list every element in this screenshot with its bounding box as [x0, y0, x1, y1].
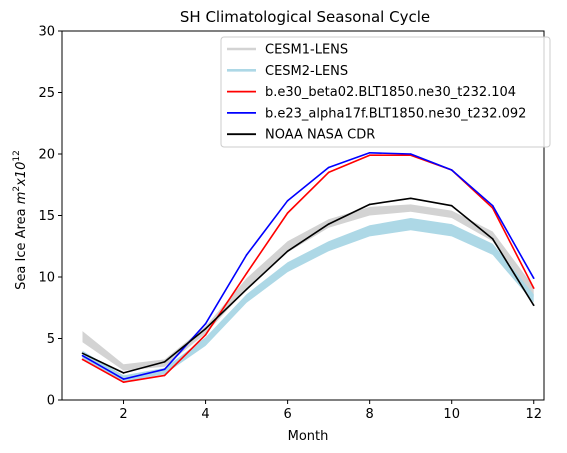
legend-label-b-e23-alpha17f-blt1850-ne30-t232-092: b.e23_alpha17f.BLT1850.ne30_t232.092 — [265, 106, 526, 121]
y-tick-label: 15 — [38, 209, 55, 224]
legend-label-noaa-nasa-cdr: NOAA NASA CDR — [265, 128, 375, 143]
chart-title: SH Climatological Seasonal Cycle — [180, 8, 430, 26]
data-point — [122, 378, 125, 380]
legend-box — [220, 36, 551, 148]
data-point — [327, 223, 330, 225]
series-line-b-e23-alpha17f-blt1850-ne30-t232-092 — [82, 152, 535, 380]
data-point — [81, 358, 84, 361]
data-point — [204, 334, 207, 336]
series-line-noaa-nasa-cdr — [82, 197, 535, 374]
data-point — [204, 327, 207, 330]
y-tick-label: 5 — [47, 332, 55, 347]
data-point — [368, 151, 371, 154]
legend-label-b-e30-beta02-blt1850-ne30-t232-104: b.e30_beta02.BLT1850.ne30_t232.104 — [265, 85, 516, 100]
y-tick-label: 0 — [47, 394, 55, 409]
x-tick-label: 2 — [119, 407, 127, 422]
data-point — [491, 238, 494, 240]
plot-area — [81, 151, 535, 384]
y-tick-label: 10 — [38, 271, 55, 286]
data-point — [245, 254, 248, 256]
data-point — [368, 154, 371, 157]
data-point — [163, 374, 166, 377]
data-point — [81, 354, 84, 357]
x-tick-label: 12 — [525, 407, 542, 422]
data-point — [491, 204, 494, 207]
data-point — [327, 166, 330, 169]
legend-label-cesm2-lens: CESM2-LENS — [265, 64, 348, 79]
series-lines — [81, 151, 535, 384]
data-point — [81, 352, 84, 355]
data-point — [286, 250, 289, 252]
data-point — [368, 203, 371, 206]
data-point — [163, 368, 166, 371]
data-point — [122, 372, 125, 374]
y-tick-label: 30 — [38, 25, 55, 40]
x-axis-label: Month — [288, 429, 329, 444]
data-point — [327, 171, 330, 174]
x-tick-label: 6 — [283, 407, 291, 422]
data-point — [532, 277, 535, 280]
y-tick-label: 25 — [38, 86, 55, 101]
x-tick-label: 8 — [366, 407, 374, 422]
data-point — [450, 204, 453, 207]
data-point — [163, 361, 166, 363]
x-tick-label: 10 — [443, 407, 460, 422]
legend: CESM1-LENS CESM2-LENS b.e30_beta02.BLT1850… — [220, 36, 551, 148]
data-point — [245, 272, 248, 275]
data-point — [286, 212, 289, 214]
data-point — [409, 197, 412, 200]
data-point — [286, 199, 289, 202]
data-point — [409, 153, 412, 155]
legend-entries: CESM1-LENS CESM2-LENS b.e30_beta02.BLT1850… — [227, 43, 526, 143]
data-point — [532, 304, 535, 307]
y-tick-label: 20 — [38, 148, 55, 163]
data-point — [532, 287, 535, 289]
legend-label-cesm1-lens: CESM1-LENS — [265, 43, 348, 58]
y-axis-label: Sea Ice Area m2x1012 — [12, 150, 29, 290]
x-axis-ticks: 2 4 6 8 10 12 — [119, 400, 542, 422]
data-point — [450, 169, 453, 171]
data-point — [122, 381, 125, 383]
y-axis-ticks: 0 5 10 15 20 25 30 — [38, 25, 62, 409]
x-tick-label: 4 — [201, 407, 209, 422]
data-point — [245, 288, 248, 291]
data-point — [204, 322, 207, 325]
